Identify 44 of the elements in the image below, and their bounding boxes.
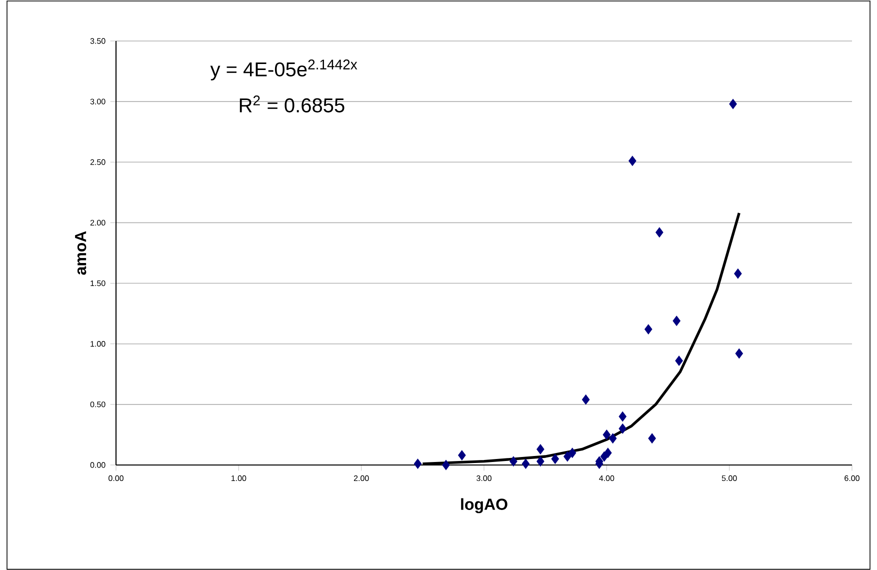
y-tick-label: 0.50 — [90, 402, 106, 408]
x-tick-label: 6.00 — [844, 475, 860, 482]
point — [628, 156, 636, 166]
x-tick-label: 1.00 — [231, 475, 246, 482]
point — [608, 433, 617, 444]
point — [458, 450, 466, 460]
point — [735, 348, 744, 359]
annotation: y = 4E-05e$^{2.1442x}$ — [210, 60, 358, 80]
y-axis-title: amoA — [75, 231, 86, 275]
point — [604, 448, 612, 458]
point — [442, 460, 450, 470]
point — [536, 456, 544, 466]
point — [672, 316, 680, 326]
y-tick-label: 1.00 — [90, 341, 106, 347]
point — [618, 424, 626, 434]
x-tick-label: 0.00 — [108, 475, 124, 482]
point — [644, 324, 652, 334]
point — [675, 356, 683, 366]
y-tick-label: 1.50 — [90, 280, 106, 286]
point — [568, 448, 576, 458]
point — [582, 394, 590, 405]
point — [536, 444, 544, 454]
y-tick-label: 3.50 — [90, 38, 106, 44]
y-tick-label: 2.00 — [90, 220, 106, 226]
point — [414, 458, 422, 469]
point — [551, 454, 560, 464]
y-tick-label: 2.50 — [90, 159, 106, 165]
point — [618, 411, 626, 422]
x-axis-title: logAO — [461, 498, 508, 514]
x-tick-label: 4.00 — [599, 475, 614, 482]
point — [729, 98, 737, 110]
point — [648, 433, 656, 444]
point — [602, 430, 611, 440]
point — [734, 268, 742, 279]
point — [656, 227, 664, 238]
x-tick-label: 3.00 — [476, 475, 492, 482]
point — [510, 456, 518, 466]
point — [564, 451, 572, 462]
y-tick-label: 3.00 — [90, 98, 106, 104]
x-tick-label: 2.00 — [354, 475, 369, 482]
x-tick-label: 5.00 — [722, 475, 737, 482]
point — [522, 458, 530, 469]
annotation: R$^{2}$ = 0.6855 — [240, 96, 344, 112]
y-tick-label: 0.00 — [90, 462, 106, 468]
